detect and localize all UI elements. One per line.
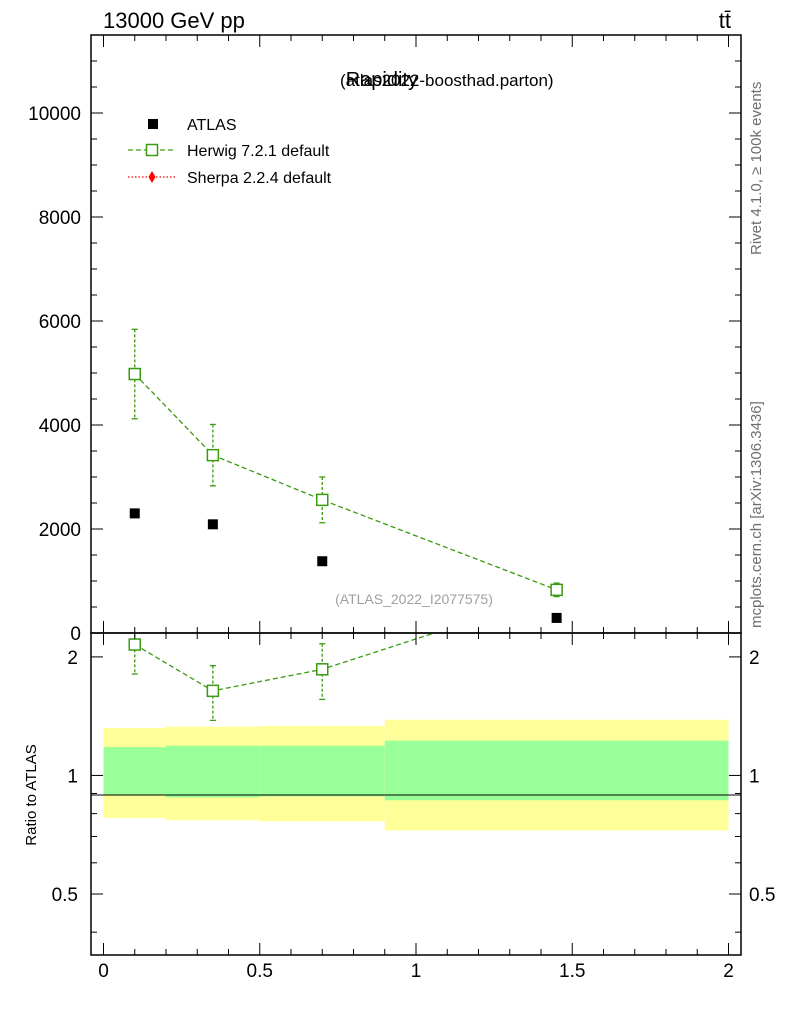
x-tick-label: 1.5: [559, 961, 585, 982]
main-y-tick-label: 4000: [39, 416, 81, 437]
ratio-data-layer: [128, 633, 437, 722]
legend-sherpa-label: Sherpa 2.2.4 default: [187, 170, 332, 187]
legend-atlas-marker: [148, 119, 158, 129]
ratio-y-tick-label-left: 0.5: [52, 885, 78, 906]
herwig-ratio-point: [316, 663, 329, 676]
header-process: 13000 GeV pp: [103, 8, 245, 33]
main-x-ticks: [103, 35, 729, 633]
ratio-y-tick-label-left: 1: [67, 766, 78, 787]
ratio-band-inner: [259, 745, 385, 797]
ratio-band-inner: [384, 740, 729, 801]
main-y-tick-label: 6000: [39, 312, 81, 333]
mcplots-credit-label: mcplots.cern.ch [arXiv:1306.3436]: [748, 401, 765, 628]
legend-sherpa-marker: [148, 171, 156, 183]
main-data-layer: [128, 328, 563, 623]
ratio-band-inner: [166, 745, 260, 798]
x-tick-label: 2: [723, 961, 734, 982]
ratio-y-tick-label-right: 1: [749, 766, 760, 787]
legend: ATLAS Herwig 7.2.1 default Sherpa 2.2.4 …: [128, 117, 332, 187]
herwig-main-point: [316, 493, 329, 507]
rivet-version-label: Rivet 4.1.0, ≥ 100k events: [748, 82, 765, 255]
ratio-x-axis: 0 0.5 1 1.5 2: [98, 633, 734, 982]
main-y-tick-label: 10000: [28, 104, 81, 125]
x-tick-label: 1: [411, 961, 422, 982]
herwig-ratio-line: [134, 633, 437, 692]
legend-atlas-label: ATLAS: [187, 117, 237, 134]
ratio-y-tick-label-right: 0.5: [749, 885, 775, 906]
herwig-ratio-point: [206, 684, 220, 698]
main-y-tick-label: 8000: [39, 208, 81, 229]
herwig-main-point: [128, 367, 141, 381]
atlas-data-point: [317, 556, 328, 567]
analysis-watermark: (ATLAS_2022_I2077575): [335, 591, 493, 607]
plot-title: Rapidity: [346, 69, 418, 91]
legend-herwig-marker: [145, 143, 159, 157]
main-y-axis: 0 2000 4000 6000 8000 10000: [28, 34, 741, 645]
legend-herwig-label: Herwig 7.2.1 default: [187, 143, 330, 160]
ratio-y-axis: 0.5 0.5 1 1 2 2: [52, 648, 775, 933]
ratio-uncertainty-bands: [103, 719, 729, 831]
main-y-tick-label: 2000: [39, 520, 81, 541]
atlas-data-point: [129, 508, 140, 519]
ratio-band-inner: [103, 747, 166, 796]
herwig-main-line: [134, 373, 557, 591]
main-panel: 0 2000 4000 6000 8000 10000 Rapidity (atlas20…: [28, 34, 742, 645]
atlas-data-point: [207, 519, 218, 530]
x-tick-label: 0.5: [247, 961, 273, 982]
ratio-y-tick-label-right: 2: [749, 648, 760, 669]
herwig-ratio-point: [128, 638, 141, 651]
herwig-main-point: [550, 583, 563, 597]
plot-subtitle: (atlas2022-boosthad.parton): [340, 71, 554, 90]
x-tick-label: 0: [98, 961, 109, 982]
main-y-tick-label: 0: [70, 624, 81, 645]
ratio-y-tick-label-left: 2: [67, 648, 78, 669]
atlas-data-point: [551, 612, 562, 623]
ratio-y-axis-label: Ratio to ATLAS: [23, 744, 40, 845]
header-final-state: tt̄: [719, 8, 731, 33]
ratio-panel: 0.5 0.5 1 1 2 2 0 0.5 1 1.5 2 Ratio to ATLAS: [23, 632, 775, 982]
herwig-main-point: [206, 448, 220, 462]
